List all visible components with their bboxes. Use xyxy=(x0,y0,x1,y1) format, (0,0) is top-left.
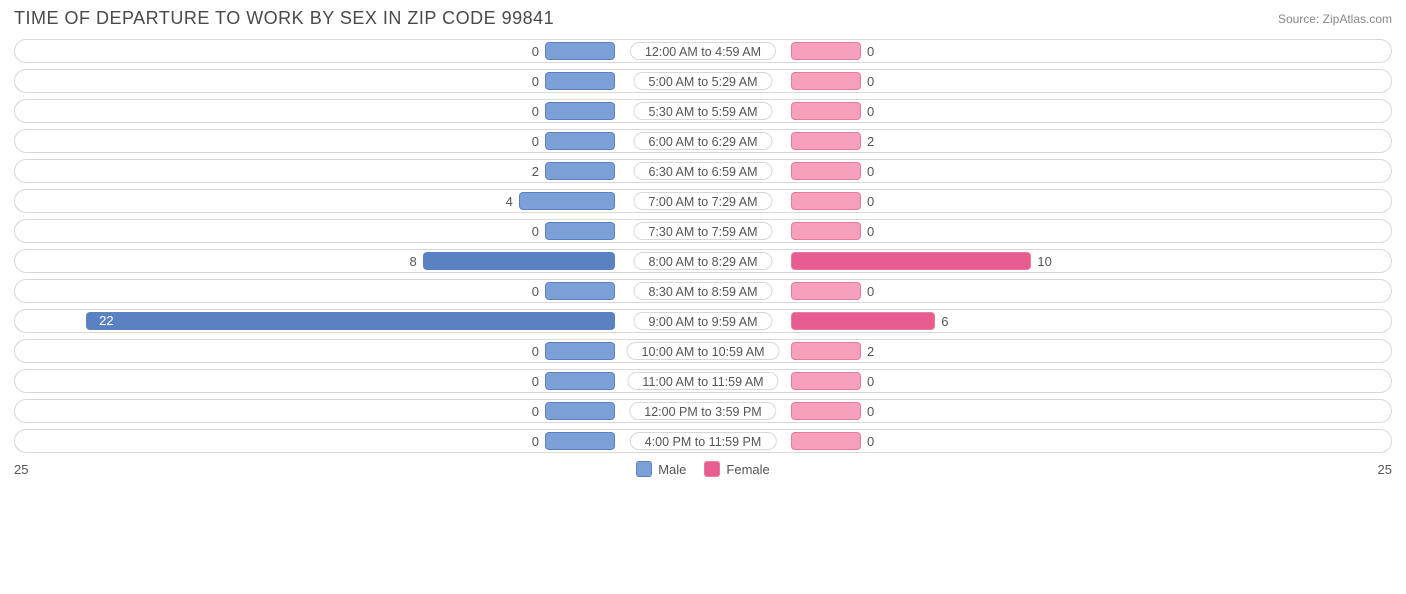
value-male: 0 xyxy=(532,280,539,304)
bar-female xyxy=(791,402,861,420)
bar-male xyxy=(545,282,615,300)
bar-female xyxy=(791,312,935,330)
category-label: 5:30 AM to 5:59 AM xyxy=(633,102,772,120)
bar-female xyxy=(791,342,861,360)
category-label: 8:30 AM to 8:59 AM xyxy=(633,282,772,300)
bar-female xyxy=(791,252,1031,270)
chart-row: 0 0 7:30 AM to 7:59 AM xyxy=(14,219,1392,243)
value-male: 2 xyxy=(532,160,539,184)
chart-row: 0 0 12:00 AM to 4:59 AM xyxy=(14,39,1392,63)
value-male: 0 xyxy=(532,400,539,424)
axis-max-left: 25 xyxy=(14,462,28,477)
value-female: 0 xyxy=(867,220,874,244)
value-female: 10 xyxy=(1037,250,1051,274)
value-male: 0 xyxy=(532,220,539,244)
bar-male xyxy=(545,372,615,390)
chart-title: TIME OF DEPARTURE TO WORK BY SEX IN ZIP … xyxy=(14,8,554,29)
category-label: 12:00 PM to 3:59 PM xyxy=(629,402,776,420)
chart-row: 0 0 4:00 PM to 11:59 PM xyxy=(14,429,1392,453)
category-label: 11:00 AM to 11:59 AM xyxy=(627,372,778,390)
value-male: 0 xyxy=(532,40,539,64)
bar-male xyxy=(86,312,615,330)
category-label: 7:00 AM to 7:29 AM xyxy=(633,192,772,210)
chart-row: 4 0 7:00 AM to 7:29 AM xyxy=(14,189,1392,213)
chart-row: 0 2 10:00 AM to 10:59 AM xyxy=(14,339,1392,363)
chart-header: TIME OF DEPARTURE TO WORK BY SEX IN ZIP … xyxy=(14,8,1392,29)
value-male: 0 xyxy=(532,370,539,394)
value-male: 22 xyxy=(91,312,121,330)
bar-female xyxy=(791,72,861,90)
value-female: 0 xyxy=(867,100,874,124)
category-label: 9:00 AM to 9:59 AM xyxy=(633,312,772,330)
bar-male xyxy=(545,342,615,360)
chart-row: 0 2 6:00 AM to 6:29 AM xyxy=(14,129,1392,153)
legend-male: Male xyxy=(636,461,686,477)
bar-male xyxy=(545,132,615,150)
bar-female xyxy=(791,192,861,210)
bar-male xyxy=(545,402,615,420)
chart-row: 0 0 11:00 AM to 11:59 AM xyxy=(14,369,1392,393)
legend-female: Female xyxy=(704,461,769,477)
bar-female xyxy=(791,132,861,150)
value-female: 0 xyxy=(867,430,874,454)
value-male: 0 xyxy=(532,130,539,154)
legend-male-label: Male xyxy=(658,462,686,477)
category-label: 4:00 PM to 11:59 PM xyxy=(630,432,777,450)
category-label: 5:00 AM to 5:29 AM xyxy=(633,72,772,90)
value-female: 0 xyxy=(867,70,874,94)
value-female: 0 xyxy=(867,370,874,394)
legend-male-swatch xyxy=(636,461,652,477)
axis-max-right: 25 xyxy=(1378,462,1392,477)
chart-row: 0 0 5:30 AM to 5:59 AM xyxy=(14,99,1392,123)
value-female: 0 xyxy=(867,160,874,184)
chart-row: 8 10 8:00 AM to 8:29 AM xyxy=(14,249,1392,273)
category-label: 12:00 AM to 4:59 AM xyxy=(630,42,776,60)
category-label: 7:30 AM to 7:59 AM xyxy=(633,222,772,240)
legend-female-label: Female xyxy=(726,462,769,477)
bar-female xyxy=(791,222,861,240)
value-male: 0 xyxy=(532,430,539,454)
category-label: 10:00 AM to 10:59 AM xyxy=(627,342,780,360)
chart-legend: Male Female xyxy=(636,461,770,477)
value-male: 0 xyxy=(532,100,539,124)
chart-container: TIME OF DEPARTURE TO WORK BY SEX IN ZIP … xyxy=(0,0,1406,594)
bar-female xyxy=(791,42,861,60)
bar-male xyxy=(545,432,615,450)
bar-male xyxy=(545,162,615,180)
chart-row: 0 0 12:00 PM to 3:59 PM xyxy=(14,399,1392,423)
value-male: 8 xyxy=(409,250,416,274)
value-female: 2 xyxy=(867,130,874,154)
value-female: 0 xyxy=(867,280,874,304)
bar-male xyxy=(423,252,615,270)
chart-footer: 25 Male Female 25 xyxy=(14,461,1392,477)
bar-male xyxy=(545,42,615,60)
chart-row: 2 0 6:30 AM to 6:59 AM xyxy=(14,159,1392,183)
value-male: 4 xyxy=(506,190,513,214)
category-label: 8:00 AM to 8:29 AM xyxy=(633,252,772,270)
category-label: 6:30 AM to 6:59 AM xyxy=(633,162,772,180)
bar-female xyxy=(791,162,861,180)
chart-row: 22 6 9:00 AM to 9:59 AM xyxy=(14,309,1392,333)
bar-female xyxy=(791,372,861,390)
bar-female xyxy=(791,102,861,120)
value-female: 0 xyxy=(867,400,874,424)
value-female: 2 xyxy=(867,340,874,364)
bar-male xyxy=(519,192,615,210)
value-female: 6 xyxy=(941,310,948,334)
bar-female xyxy=(791,282,861,300)
category-label: 6:00 AM to 6:29 AM xyxy=(633,132,772,150)
bar-male xyxy=(545,222,615,240)
value-female: 0 xyxy=(867,190,874,214)
chart-row: 0 0 8:30 AM to 8:59 AM xyxy=(14,279,1392,303)
bar-female xyxy=(791,432,861,450)
value-male: 0 xyxy=(532,340,539,364)
chart-source: Source: ZipAtlas.com xyxy=(1278,12,1392,26)
value-female: 0 xyxy=(867,40,874,64)
legend-female-swatch xyxy=(704,461,720,477)
chart-row: 0 0 5:00 AM to 5:29 AM xyxy=(14,69,1392,93)
value-male: 0 xyxy=(532,70,539,94)
chart-rows: 0 0 12:00 AM to 4:59 AM 0 0 5:00 AM to 5:29 A… xyxy=(14,39,1392,453)
bar-male xyxy=(545,72,615,90)
bar-male xyxy=(545,102,615,120)
